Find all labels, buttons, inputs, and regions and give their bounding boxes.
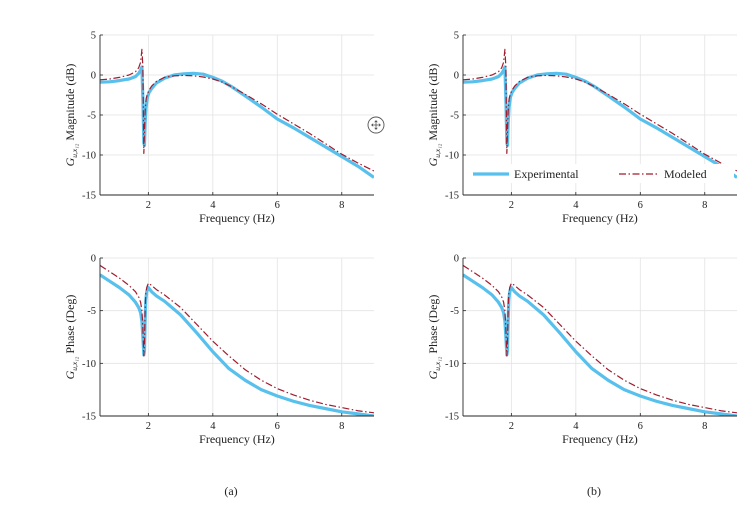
x-tick-label: 2 bbox=[509, 200, 514, 211]
y-tick-label: 5 bbox=[454, 31, 459, 42]
y-axis-label-text: Magnitude (dB) bbox=[426, 64, 440, 144]
y-tick-label: 0 bbox=[91, 71, 96, 82]
x-axis-label: Frequency (Hz) bbox=[199, 211, 275, 225]
legend-label-experimental: Experimental bbox=[514, 167, 579, 181]
y-axis-label: Gu,x₁₂ Magnitude (dB) bbox=[426, 64, 442, 167]
x-tick-label: 2 bbox=[146, 200, 151, 211]
x-tick-label: 8 bbox=[702, 421, 707, 432]
x-tick-label: 6 bbox=[638, 421, 643, 432]
y-tick-label: -10 bbox=[82, 151, 96, 162]
y-tick-label: -10 bbox=[445, 151, 459, 162]
x-axis-label: Frequency (Hz) bbox=[562, 211, 638, 225]
y-axis-label-text: Phase (Deg) bbox=[426, 295, 440, 357]
series-line-experimental bbox=[100, 273, 374, 416]
x-tick-label: 8 bbox=[339, 200, 344, 211]
series-line-experimental bbox=[100, 65, 374, 179]
x-tick-label: 6 bbox=[275, 200, 280, 211]
y-axis-label-subscript: u,x₁₂ bbox=[70, 143, 79, 158]
y-tick-label: -15 bbox=[82, 191, 96, 202]
y-axis-label: Gu,x₁₂ Phase (Deg) bbox=[426, 295, 442, 380]
y-axis-label-subscript: u,x₁₂ bbox=[433, 356, 442, 371]
x-axis-label: Frequency (Hz) bbox=[199, 432, 275, 446]
y-axis-label: Gu,x₁₂ Phase (Deg) bbox=[63, 295, 79, 380]
y-tick-label: -15 bbox=[445, 191, 459, 202]
y-axis-label-text: Phase (Deg) bbox=[63, 295, 77, 357]
y-tick-label: 0 bbox=[454, 254, 459, 265]
x-tick-label: 8 bbox=[702, 200, 707, 211]
x-tick-label: 4 bbox=[210, 421, 216, 432]
y-axis-label-symbol: G bbox=[426, 370, 440, 379]
legend-box bbox=[466, 164, 734, 183]
x-axis-label: Frequency (Hz) bbox=[562, 432, 638, 446]
y-axis-label-subscript: u,x₁₂ bbox=[70, 356, 79, 371]
y-tick-label: -5 bbox=[450, 111, 459, 122]
y-axis-label-text: Magnitude (dB) bbox=[63, 64, 77, 144]
caption-a: (a) bbox=[224, 484, 237, 498]
y-tick-label: 0 bbox=[454, 71, 459, 82]
y-tick-label: -10 bbox=[82, 359, 96, 370]
series-line-experimental bbox=[463, 273, 737, 416]
y-tick-label: -5 bbox=[87, 111, 96, 122]
x-tick-label: 4 bbox=[573, 200, 579, 211]
series-line-modeled bbox=[463, 48, 737, 172]
y-tick-label: -5 bbox=[87, 306, 96, 317]
y-axis-label-subscript: u,x₁₂ bbox=[433, 143, 442, 158]
x-tick-label: 4 bbox=[210, 200, 216, 211]
series-line-experimental bbox=[463, 65, 737, 179]
y-tick-label: -15 bbox=[445, 412, 459, 423]
series-line-modeled bbox=[463, 264, 737, 414]
y-tick-label: -10 bbox=[445, 359, 459, 370]
y-tick-label: 5 bbox=[91, 31, 96, 42]
series-line-modeled bbox=[100, 48, 374, 172]
x-tick-label: 6 bbox=[638, 200, 643, 211]
y-axis-label-symbol: G bbox=[63, 157, 77, 166]
series-line-modeled bbox=[100, 264, 374, 414]
x-tick-label: 8 bbox=[339, 421, 344, 432]
x-tick-label: 2 bbox=[509, 421, 514, 432]
y-axis-label-symbol: G bbox=[63, 370, 77, 379]
caption-b: (b) bbox=[587, 484, 601, 498]
x-tick-label: 2 bbox=[146, 421, 151, 432]
y-axis-label: Gu,x₁₂ Magnitude (dB) bbox=[63, 64, 79, 167]
y-axis-label-symbol: G bbox=[426, 157, 440, 166]
chart-a-magnitude: 2 4 6 8 -15 -10 -5 0 5 Frequency (Hz) Gu,x₁₂ Magni… bbox=[63, 31, 374, 225]
chart-a-phase: 2 4 6 8 -15 -10 -5 0 Frequency (Hz) Gu,x₁₂ Phase … bbox=[63, 254, 374, 446]
y-tick-label: -5 bbox=[450, 306, 459, 317]
chart-b-phase: 2 4 6 8 -15 -10 -5 0 Frequency (Hz) Gu,x₁₂ Phase … bbox=[426, 254, 737, 446]
x-tick-label: 6 bbox=[275, 421, 280, 432]
y-tick-label: 0 bbox=[91, 254, 96, 265]
chart-b-magnitude: 2 4 6 8 -15 -10 -5 0 5 Frequency (Hz) Gu,x₁₂ Magni… bbox=[426, 31, 737, 225]
y-tick-label: -15 bbox=[82, 412, 96, 423]
axes-toolbar-icon[interactable] bbox=[367, 116, 385, 134]
x-tick-label: 4 bbox=[573, 421, 579, 432]
legend: Experimental Modeled bbox=[466, 164, 734, 183]
legend-label-modeled: Modeled bbox=[664, 167, 707, 181]
